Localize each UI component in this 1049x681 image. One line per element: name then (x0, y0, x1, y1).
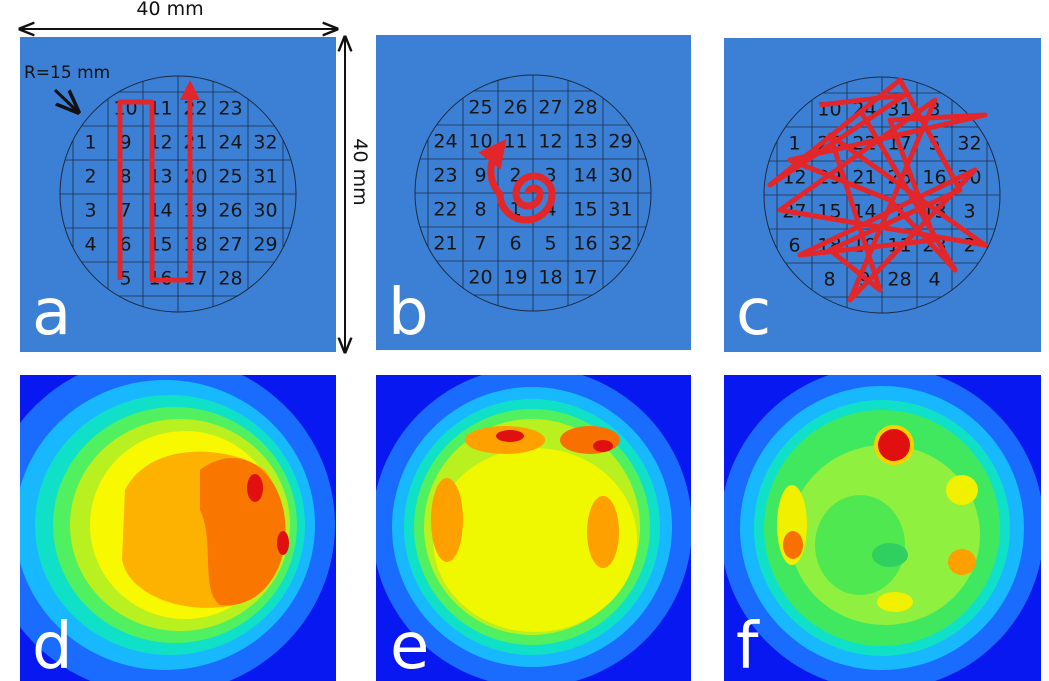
cell-number: 18 (538, 267, 562, 289)
cell-number: 21 (852, 167, 876, 189)
width-label: 40 mm (136, 0, 203, 20)
cell-number: 20 (468, 267, 492, 289)
cell-number: 8 (823, 269, 835, 291)
cell-number: 3 (963, 201, 975, 223)
radius-label: R=15 mm (24, 63, 110, 83)
cell-number: 14 (573, 165, 597, 187)
cell-number: 25 (218, 166, 242, 188)
cell-number: 2 (84, 166, 96, 188)
cell-number: 15 (573, 199, 597, 221)
cell-number: 9 (474, 165, 486, 187)
height-label: 40 mm (349, 138, 371, 205)
cell-number: 4 (84, 234, 96, 256)
serpentine-path (117, 80, 200, 283)
cell-number: 26 (218, 200, 242, 222)
cell-number: 1 (788, 133, 800, 155)
cell-number: 31 (253, 166, 277, 188)
cell-number: 22 (433, 199, 457, 221)
cell-number: 27 (538, 97, 562, 119)
spiral-path (478, 138, 556, 224)
cell-number: 5 (544, 233, 556, 255)
cell-number: 17 (573, 267, 597, 289)
cell-number: 32 (608, 233, 632, 255)
cell-number: 23 (218, 98, 242, 120)
panel-b-bg (376, 35, 691, 350)
panel-letter: a (32, 276, 71, 350)
heatmap-e (376, 375, 691, 681)
cell-number: 10 (468, 131, 492, 153)
cell-number: 32 (957, 133, 981, 155)
cell-number: 19 (183, 200, 207, 222)
cell-number: 21 (183, 132, 207, 154)
cell-number: 24 (218, 132, 242, 154)
cell-number: 31 (608, 199, 632, 221)
cell-number: 24 (433, 131, 457, 153)
panel-letter: b (388, 276, 429, 350)
cell-number: 26 (503, 97, 527, 119)
cell-number: 16 (922, 167, 946, 189)
cell-number: 8 (474, 199, 486, 221)
panel-letter: f (736, 610, 760, 681)
random-path (767, 77, 988, 303)
cell-number: 22 (183, 98, 207, 120)
cell-number: 6 (788, 235, 800, 257)
cell-number: 28 (218, 268, 242, 290)
panel-letter: e (390, 610, 429, 681)
heatmap-d (20, 375, 336, 681)
cell-number: 32 (253, 132, 277, 154)
cell-number: 27 (218, 234, 242, 256)
cell-number: 23 (433, 165, 457, 187)
cell-number: 3 (84, 200, 96, 222)
radius-arrow (53, 88, 78, 112)
cell-number: 16 (573, 233, 597, 255)
cell-number: 11 (503, 131, 527, 153)
cell-number: 21 (433, 233, 457, 255)
cell-number: 28 (887, 269, 911, 291)
panel-letter: d (32, 610, 73, 681)
heatmap-f (724, 375, 1041, 681)
cell-number: 20 (183, 166, 207, 188)
cell-number: 13 (573, 131, 597, 153)
cell-number: 7 (474, 233, 486, 255)
panel-letter: c (736, 276, 771, 350)
cell-number: 29 (253, 234, 277, 256)
cell-number: 28 (573, 97, 597, 119)
cell-number: 29 (608, 131, 632, 153)
cell-number: 6 (509, 233, 521, 255)
cell-number: 12 (538, 131, 562, 153)
cell-number: 30 (608, 165, 632, 187)
cell-number: 30 (253, 200, 277, 222)
cell-number: 4 (928, 269, 940, 291)
cell-number: 19 (503, 267, 527, 289)
cell-number: 18 (183, 234, 207, 256)
cell-number: 25 (468, 97, 492, 119)
cell-number: 1 (84, 132, 96, 154)
